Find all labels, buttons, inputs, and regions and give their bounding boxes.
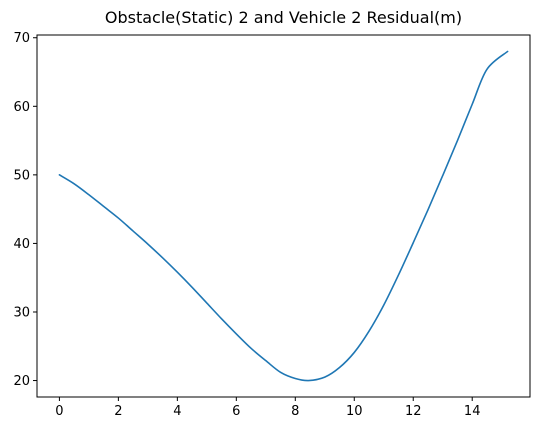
x-tick-label: 8 bbox=[291, 404, 299, 419]
x-tick-label: 0 bbox=[55, 404, 63, 419]
y-tick-label: 20 bbox=[13, 374, 30, 389]
series-line bbox=[58, 50, 509, 382]
y-tick-label: 40 bbox=[13, 237, 30, 252]
y-tick-label: 50 bbox=[13, 168, 30, 183]
x-tick-label: 12 bbox=[405, 404, 422, 419]
y-tick-label: 70 bbox=[13, 31, 30, 46]
x-tick-label: 6 bbox=[232, 404, 240, 419]
x-tick-label: 2 bbox=[114, 404, 122, 419]
y-tick-label: 60 bbox=[13, 100, 30, 115]
x-tick-label: 4 bbox=[173, 404, 181, 419]
x-tick-label: 10 bbox=[346, 404, 363, 419]
chart-title: Obstacle(Static) 2 and Vehicle 2 Residua… bbox=[105, 8, 462, 27]
x-tick-label: 14 bbox=[464, 404, 481, 419]
axes-frame bbox=[36, 34, 531, 398]
plot-area: 0 2 4 6 8 10 12 14 20 30 40 50 60 70 bbox=[13, 31, 531, 419]
y-tick-label: 30 bbox=[13, 305, 30, 320]
